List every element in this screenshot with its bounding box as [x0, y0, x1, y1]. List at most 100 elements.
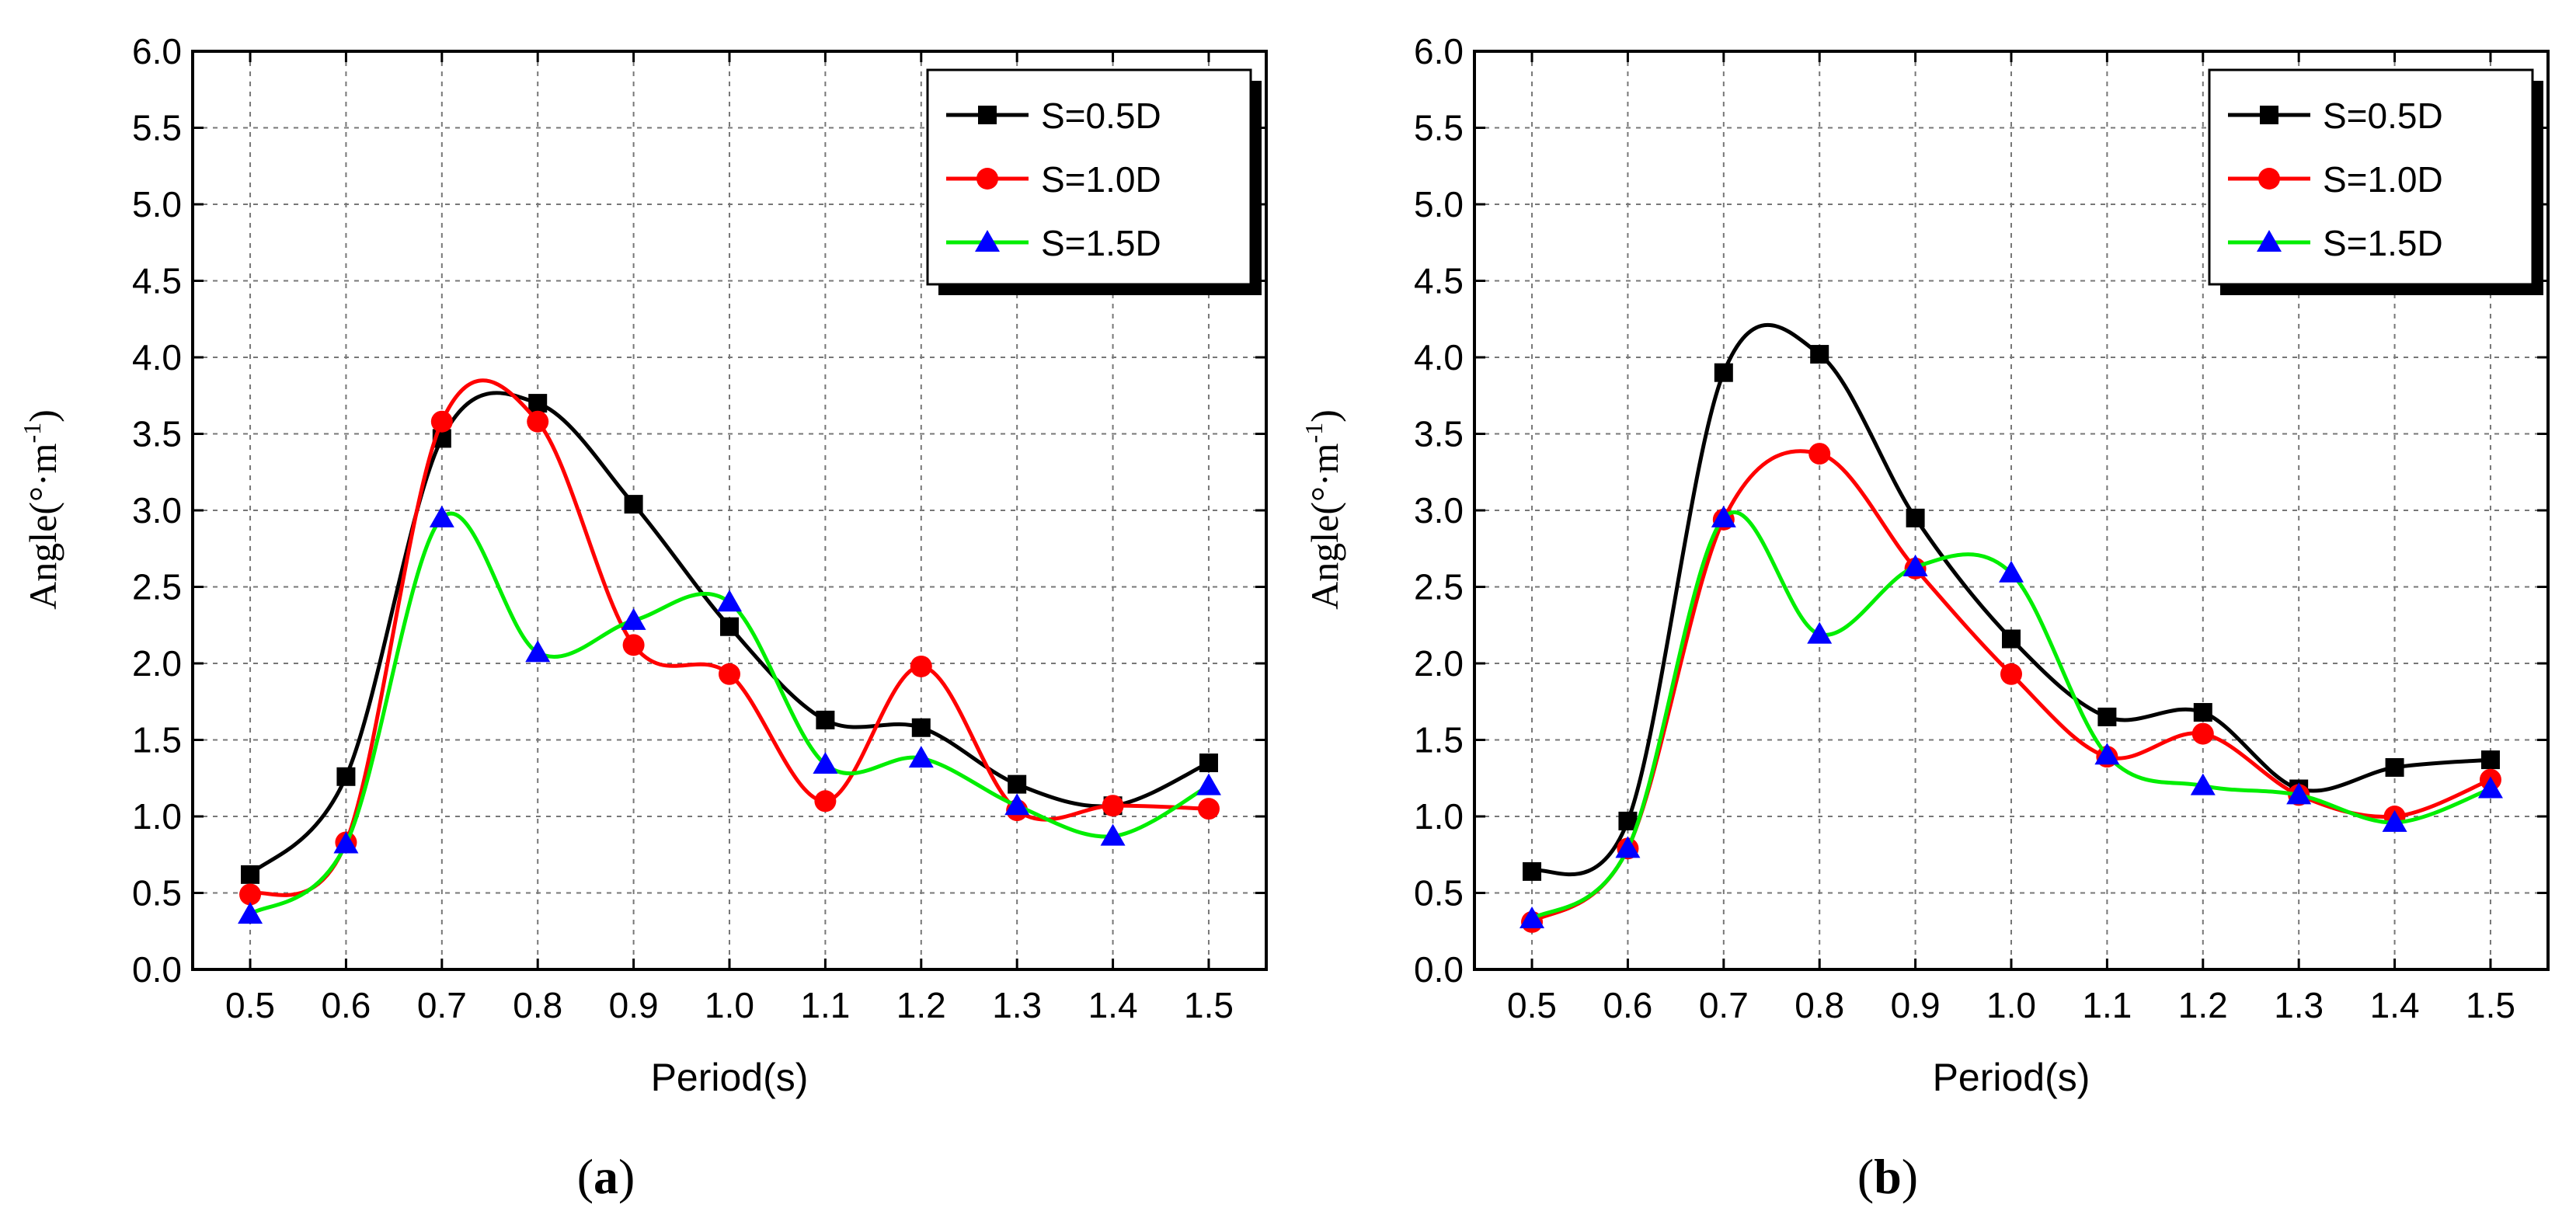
x-tick-label: 1.1 [2082, 985, 2132, 1025]
y-tick-label: 5.0 [1414, 184, 1464, 224]
y-tick-label: 6.0 [132, 31, 182, 71]
x-tick-label: 0.7 [417, 985, 467, 1025]
data-point [1199, 753, 1218, 773]
data-point [1100, 823, 1126, 846]
x-tick-label: 1.2 [2178, 985, 2228, 1025]
panel-caption: (b) [1857, 1149, 1918, 1204]
x-tick-label: 0.5 [225, 985, 275, 1025]
x-tick-label: 1.4 [1088, 985, 1138, 1025]
x-tick-label: 1.0 [705, 985, 754, 1025]
data-point [2002, 629, 2021, 649]
y-axis-title: Angle(°·m-1) [1300, 409, 1346, 610]
x-tick-label: 1.2 [896, 985, 946, 1025]
series-S=0.5D [241, 391, 1218, 884]
data-point [2286, 782, 2312, 805]
data-point [2094, 743, 2120, 765]
data-point [1008, 774, 1027, 794]
panel-caption: (a) [577, 1149, 635, 1204]
legend-label: S=1.0D [1041, 159, 1161, 200]
data-point [2190, 773, 2216, 795]
y-tick-label: 0.5 [132, 873, 182, 914]
chart-panel-a: 0.5 0.6 0.7 0.8 0.9 1.0 1.1 1.2 1.3 1.4 1.5 0.0 0.5 1… [18, 31, 1268, 1204]
data-point [622, 634, 645, 656]
y-tick-label: 1.0 [132, 796, 182, 837]
data-point [1615, 836, 1641, 858]
data-point [908, 746, 934, 768]
x-tick-label: 1.0 [1986, 985, 2036, 1025]
x-tick-label: 0.8 [1794, 985, 1844, 1025]
data-point [238, 902, 263, 924]
data-point [2193, 703, 2212, 722]
data-point [1102, 795, 1124, 817]
data-point [429, 505, 454, 527]
data-point [814, 790, 837, 813]
data-point [1523, 861, 1542, 881]
y-tick-label: 2.0 [1414, 643, 1464, 684]
data-point [719, 663, 740, 685]
data-point [1807, 621, 1833, 644]
y-tick-label: 6.0 [1414, 31, 1464, 71]
x-tick-label: 1.5 [2466, 985, 2515, 1025]
data-point [1004, 793, 1030, 816]
data-point [336, 767, 356, 786]
x-tick-label: 1.3 [2274, 985, 2324, 1025]
x-tick-label: 0.9 [609, 985, 659, 1025]
y-tick-label: 3.0 [1414, 490, 1464, 531]
y-tick-label: 1.0 [1414, 796, 1464, 837]
legend-label: S=1.5D [2323, 223, 2443, 263]
y-tick-label: 5.5 [132, 108, 182, 148]
data-point [1810, 345, 1829, 364]
data-point [1902, 554, 1928, 576]
data-point [911, 718, 931, 737]
data-point [241, 865, 260, 884]
legend-label: S=1.0D [2323, 159, 2443, 200]
data-point [1197, 798, 1220, 820]
x-tick-label: 0.9 [1891, 985, 1941, 1025]
data-point [1999, 560, 2024, 583]
legend-marker [2257, 230, 2282, 252]
legend-marker [2258, 168, 2280, 190]
data-point [239, 883, 262, 906]
data-point [527, 410, 549, 433]
data-point [2382, 809, 2407, 832]
data-point [720, 617, 739, 636]
legend-marker [2260, 106, 2278, 124]
legend-label: S=0.5D [1041, 96, 1161, 136]
y-tick-label: 2.5 [1414, 567, 1464, 607]
data-point [717, 590, 742, 612]
data-point [1808, 443, 1831, 465]
y-tick-label: 3.0 [132, 490, 182, 531]
y-tick-label: 1.5 [1414, 720, 1464, 760]
data-point [910, 655, 932, 677]
y-tick-label: 2.0 [132, 643, 182, 684]
data-point [2191, 722, 2214, 745]
y-tick-label: 3.5 [1414, 414, 1464, 454]
data-point [816, 710, 835, 729]
y-tick-label: 2.5 [132, 567, 182, 607]
legend: S=0.5D S=1.0D S=1.5D [926, 68, 1262, 295]
data-point [813, 752, 838, 774]
y-axis-title: Angle(°·m-1) [18, 409, 64, 610]
y-tick-label: 4.5 [1414, 261, 1464, 301]
series-S=1.5D [238, 505, 1221, 924]
data-point [1618, 811, 1638, 830]
x-tick-label: 0.6 [1603, 985, 1652, 1025]
data-point [1711, 505, 1736, 527]
data-point [333, 831, 359, 854]
x-tick-label: 1.1 [800, 985, 850, 1025]
data-point [2097, 707, 2117, 726]
x-tick-label: 0.6 [321, 985, 371, 1025]
y-tick-label: 5.0 [132, 184, 182, 224]
data-point [2477, 776, 2503, 799]
legend-marker [976, 168, 998, 190]
x-tick-label: 1.4 [2370, 985, 2420, 1025]
data-point [1196, 773, 1221, 795]
x-tick-label: 1.3 [992, 985, 1042, 1025]
y-tick-label: 4.0 [132, 337, 182, 378]
x-tick-label: 1.5 [1184, 985, 1234, 1025]
y-tick-label: 3.5 [132, 414, 182, 454]
data-point [1906, 508, 1925, 527]
x-axis-title: Period(s) [651, 1056, 809, 1099]
legend-label: S=1.5D [1041, 223, 1161, 263]
